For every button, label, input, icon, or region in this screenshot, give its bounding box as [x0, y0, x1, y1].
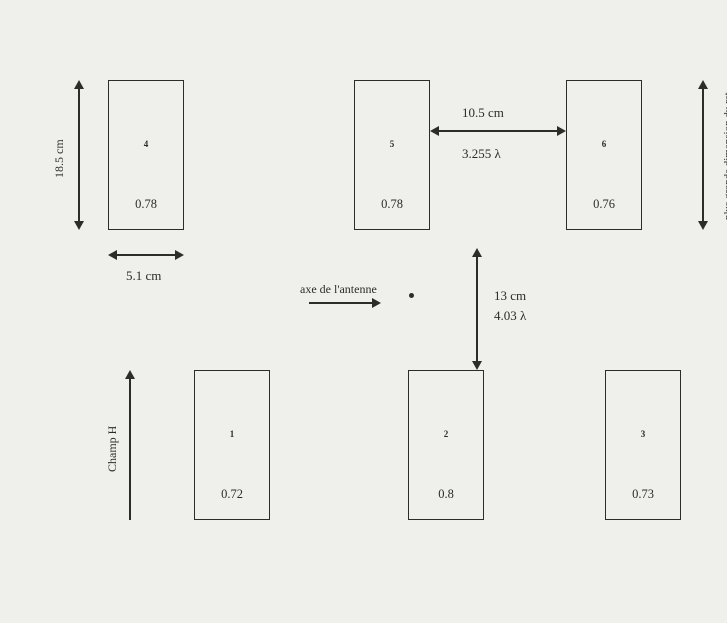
box-5: 5 0.78	[354, 80, 430, 230]
height-label: 18.5 cm	[52, 139, 67, 178]
gap-v-lambda-label: 4.03 λ	[494, 308, 526, 324]
antenna-axis-label: axe de l'antenne	[300, 282, 377, 297]
box-id: 6	[567, 139, 641, 149]
box-value: 0.73	[606, 487, 680, 502]
box-2: 2 0.8	[408, 370, 484, 520]
box-3: 3 0.73	[605, 370, 681, 520]
width-label: 5.1 cm	[126, 268, 161, 284]
right-dim-label: plus grande dimension du rat	[722, 92, 727, 220]
gap-v-cm-label: 13 cm	[494, 288, 526, 304]
gap-h-lambda-label: 3.255 λ	[462, 146, 501, 162]
box-value: 0.78	[109, 197, 183, 212]
box-value: 0.78	[355, 197, 429, 212]
box-value: 0.72	[195, 487, 269, 502]
box-id: 5	[355, 139, 429, 149]
box-1: 1 0.72	[194, 370, 270, 520]
box-id: 4	[109, 139, 183, 149]
box-4: 4 0.78	[108, 80, 184, 230]
box-value: 0.76	[567, 197, 641, 212]
box-value: 0.8	[409, 487, 483, 502]
antenna-dot	[409, 293, 414, 298]
box-id: 1	[195, 429, 269, 439]
gap-h-cm-label: 10.5 cm	[462, 105, 504, 121]
box-id: 2	[409, 429, 483, 439]
champ-h-label: Champ H	[105, 426, 120, 472]
box-6: 6 0.76	[566, 80, 642, 230]
box-id: 3	[606, 429, 680, 439]
